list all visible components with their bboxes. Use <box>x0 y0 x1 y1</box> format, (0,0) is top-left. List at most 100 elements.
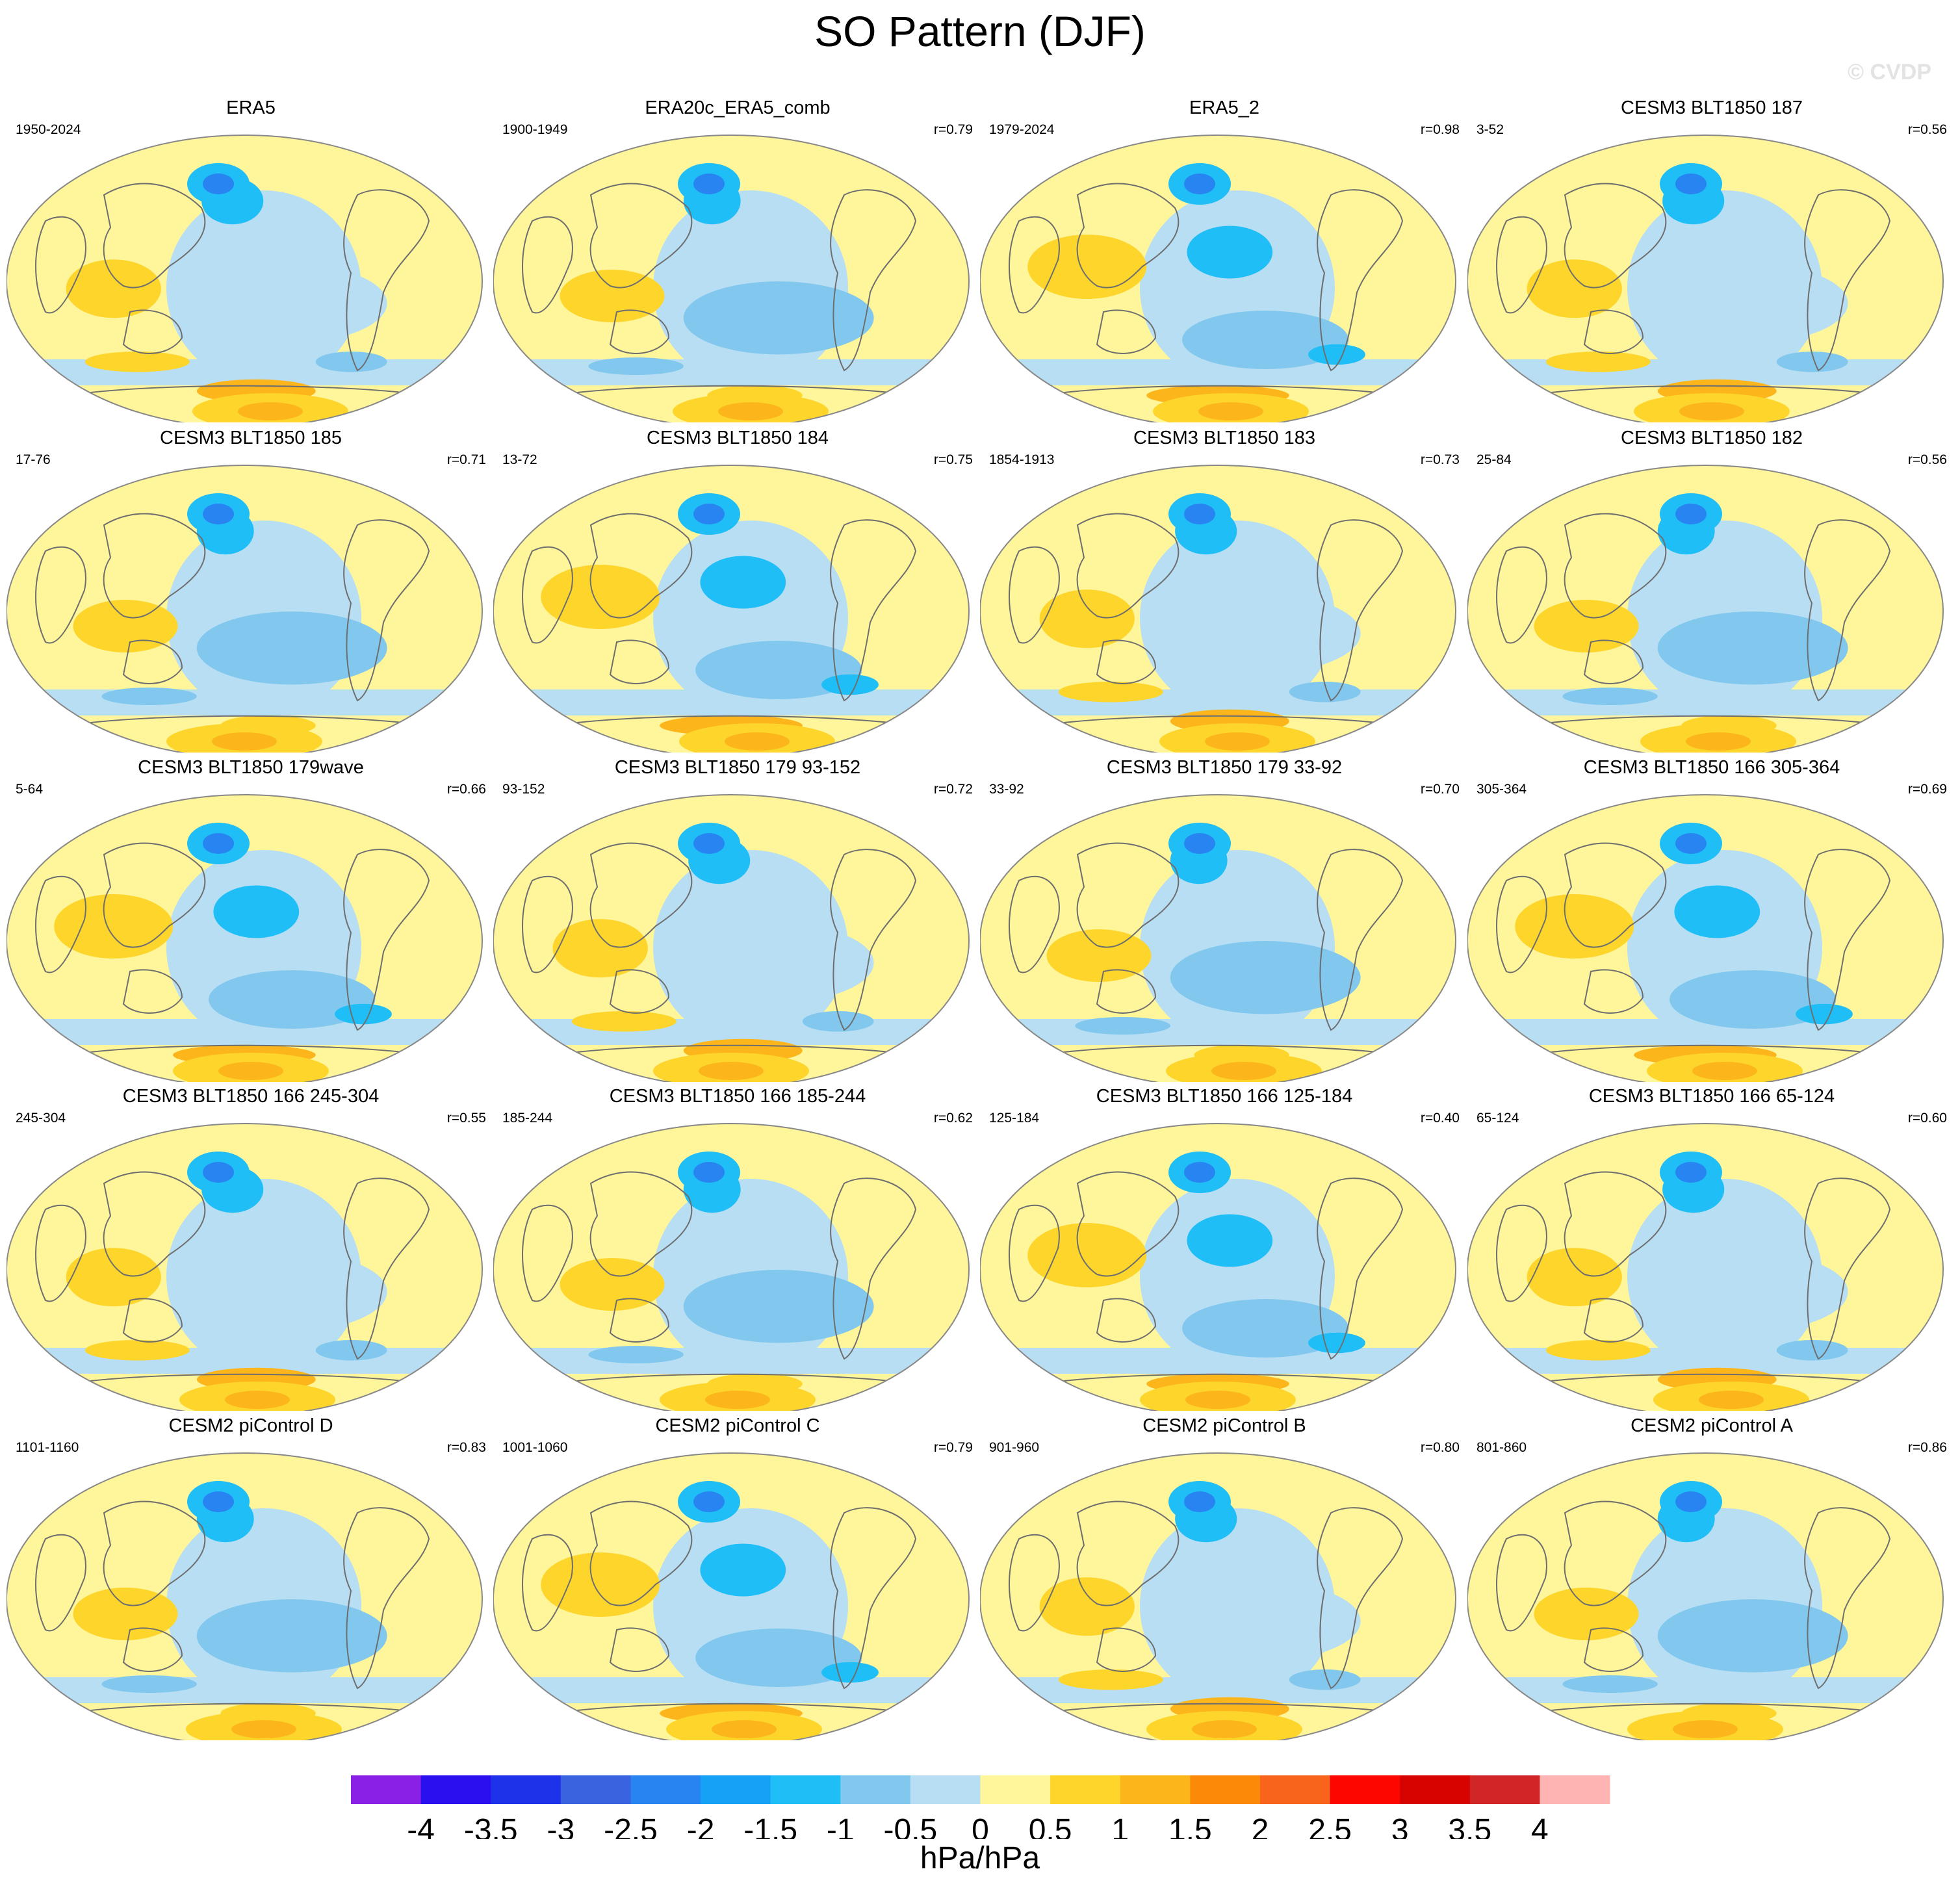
map-field <box>6 1452 483 1740</box>
colorbar-tick-label: 0.5 <box>1029 1813 1072 1839</box>
contour-blob <box>1046 929 1152 982</box>
continent-outlines <box>522 513 917 724</box>
antarctic-positive-core <box>1198 402 1263 420</box>
antarctic-positive-core <box>1192 1720 1257 1738</box>
map-border <box>1467 1452 1944 1740</box>
antarctic-positive-core <box>1211 1062 1276 1080</box>
map-border <box>493 465 970 753</box>
contour-blob <box>1187 1214 1273 1267</box>
continent-outlines <box>522 183 917 394</box>
contour-blob <box>1776 1340 1848 1361</box>
contour-blob <box>1027 235 1147 299</box>
map-panel: CESM3 BLT1850 166 185-244 185-244 r=0.62 <box>493 1086 982 1411</box>
contour-blob <box>1058 1669 1163 1690</box>
contour-blob <box>660 921 874 1004</box>
panel-correlation: r=0.56 <box>1907 452 1947 467</box>
contour-blob <box>695 641 862 699</box>
colorbar-swatch <box>1469 1775 1540 1804</box>
contour-blob <box>1308 344 1365 365</box>
colorbar-tick-label: 2 <box>1252 1813 1269 1839</box>
colorbar-swatch <box>1050 1775 1121 1804</box>
colorbar-swatch <box>980 1775 1051 1804</box>
antarctic-positive-core <box>225 1391 290 1409</box>
panel-title: CESM3 BLT1850 187 <box>1621 97 1803 118</box>
panel-title: CESM3 BLT1850 166 125-184 <box>1096 1086 1353 1107</box>
low-pressure-core-inner <box>693 504 725 524</box>
contour-blob <box>1146 1580 1361 1662</box>
contour-blob <box>683 1270 874 1343</box>
low-pressure-core-inner <box>1184 1162 1215 1183</box>
low-pressure-core-inner <box>203 174 234 194</box>
continent-outlines <box>522 1500 917 1712</box>
contour-blob <box>1562 688 1658 705</box>
contour-blob <box>84 1340 190 1361</box>
continent-outlines <box>1496 513 1891 724</box>
contour-blob <box>54 894 174 959</box>
contour-blob <box>560 270 665 322</box>
map-border <box>493 135 970 422</box>
panel-title: CESM3 BLT1850 184 <box>647 428 829 448</box>
contour-blob <box>1545 1340 1651 1361</box>
colorbar-swatch <box>701 1775 771 1804</box>
contour-blob <box>1796 1003 1853 1025</box>
contour-blob <box>1527 1248 1622 1307</box>
map-field <box>493 465 970 753</box>
map-panel: ERA20c_ERA5_comb 1900-1949 r=0.79 <box>493 97 982 422</box>
antarctic-positive-core <box>1679 402 1744 420</box>
continent-outlines <box>522 1171 917 1382</box>
panel-period: 25-84 <box>1476 452 1512 467</box>
map-panel: ERA5 1950-2024 <box>6 97 495 422</box>
panel-period: 1101-1160 <box>16 1440 79 1455</box>
map-field <box>1467 1452 1944 1740</box>
contour-blob <box>84 352 190 372</box>
low-pressure-core-inner <box>1184 1491 1215 1512</box>
colorbar-swatch <box>420 1775 491 1804</box>
panel-title: CESM2 piControl C <box>655 1415 820 1436</box>
contour-blob <box>1545 352 1651 372</box>
map-panel: CESM3 BLT1850 166 245-304 245-304 r=0.55 <box>6 1086 495 1411</box>
map-field <box>980 135 1456 422</box>
low-pressure-core-inner <box>203 1162 234 1183</box>
panel-correlation: r=0.66 <box>446 782 486 797</box>
colorbar-tick-label: -1.5 <box>743 1813 797 1839</box>
map-field <box>6 135 483 422</box>
contour-blob <box>213 885 300 938</box>
low-pressure-core-inner <box>1675 1491 1707 1512</box>
southern-ocean-band <box>6 1677 482 1703</box>
map-border <box>493 794 970 1082</box>
antarctic-positive-core <box>1692 1062 1757 1080</box>
contour-blob <box>1515 894 1634 959</box>
map-panel: CESM3 BLT1850 179wave 5-64 r=0.66 <box>6 757 495 1082</box>
panel-title: CESM3 BLT1850 179wave <box>138 757 364 778</box>
panel-period: 1854-1913 <box>989 452 1055 467</box>
contour-blob <box>315 352 387 372</box>
map-border <box>493 1123 970 1411</box>
colorbar-units-label: hPa/hPa <box>920 1841 1040 1875</box>
panel-correlation: r=0.70 <box>1420 782 1460 797</box>
panel-title: CESM3 BLT1850 166 185-244 <box>609 1086 866 1107</box>
map-field <box>6 465 483 753</box>
contour-blob <box>683 281 874 355</box>
contour-blob <box>821 1662 879 1683</box>
contour-blob <box>700 556 786 609</box>
map-field <box>493 1452 970 1740</box>
continent-outlines <box>1496 842 1891 1053</box>
contour-blob <box>101 1675 197 1693</box>
map-panel: CESM3 BLT1850 184 13-72 r=0.75 <box>493 428 982 753</box>
southern-ocean-band <box>980 1019 1456 1045</box>
panel-period: 65-124 <box>1476 1111 1519 1126</box>
antarctic-positive-core <box>699 1062 764 1080</box>
colorbar-tick-label: -0.5 <box>884 1813 938 1839</box>
contour-blob <box>335 1003 392 1025</box>
low-pressure-core-inner <box>1675 174 1707 194</box>
colorbar-tick-label: 2.5 <box>1308 1813 1352 1839</box>
map-border <box>493 1452 970 1740</box>
contour-blob <box>1527 259 1622 318</box>
map-panel: CESM2 piControl D 1101-1160 r=0.83 <box>6 1415 495 1740</box>
contour-blob <box>1170 941 1361 1014</box>
map-border <box>1467 1123 1944 1411</box>
contour-blob <box>315 1340 387 1361</box>
contour-blob <box>1308 1332 1365 1354</box>
contour-blob <box>1776 352 1848 372</box>
colorbar-swatch <box>770 1775 841 1804</box>
